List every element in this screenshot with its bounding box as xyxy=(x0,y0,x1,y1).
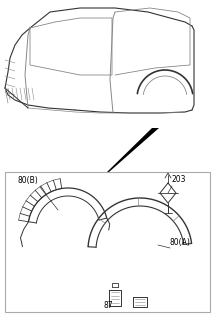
Text: 80(A): 80(A) xyxy=(170,238,191,247)
Text: 203: 203 xyxy=(172,175,186,184)
Text: 87: 87 xyxy=(103,301,113,310)
Bar xyxy=(5,172,210,312)
Text: 80(B): 80(B) xyxy=(18,176,39,185)
Polygon shape xyxy=(107,128,159,172)
